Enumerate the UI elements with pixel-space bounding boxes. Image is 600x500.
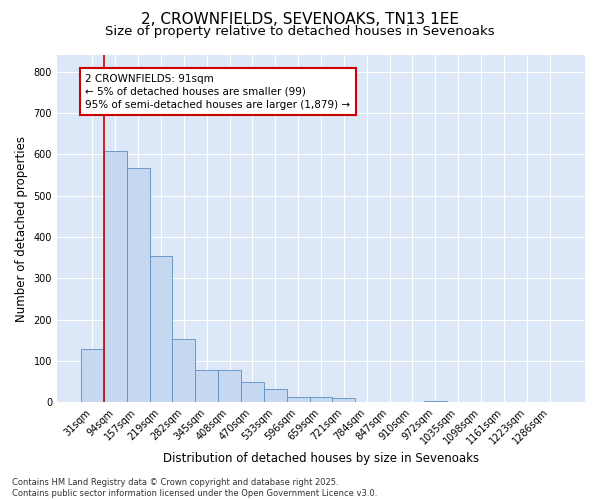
Bar	[310, 397, 332, 402]
Y-axis label: Number of detached properties: Number of detached properties	[15, 136, 28, 322]
Bar	[127, 168, 149, 402]
Bar	[424, 400, 446, 402]
Bar	[149, 256, 172, 402]
Bar	[81, 348, 104, 403]
X-axis label: Distribution of detached houses by size in Sevenoaks: Distribution of detached houses by size …	[163, 452, 479, 465]
Bar	[332, 398, 355, 402]
Bar	[172, 340, 195, 402]
Text: Contains HM Land Registry data © Crown copyright and database right 2025.
Contai: Contains HM Land Registry data © Crown c…	[12, 478, 377, 498]
Bar	[218, 370, 241, 402]
Text: Size of property relative to detached houses in Sevenoaks: Size of property relative to detached ho…	[105, 25, 495, 38]
Bar	[104, 151, 127, 403]
Bar	[264, 389, 287, 402]
Bar	[195, 370, 218, 402]
Bar	[241, 382, 264, 402]
Bar	[287, 396, 310, 402]
Text: 2 CROWNFIELDS: 91sqm
← 5% of detached houses are smaller (99)
95% of semi-detach: 2 CROWNFIELDS: 91sqm ← 5% of detached ho…	[85, 74, 350, 110]
Text: 2, CROWNFIELDS, SEVENOAKS, TN13 1EE: 2, CROWNFIELDS, SEVENOAKS, TN13 1EE	[141, 12, 459, 28]
